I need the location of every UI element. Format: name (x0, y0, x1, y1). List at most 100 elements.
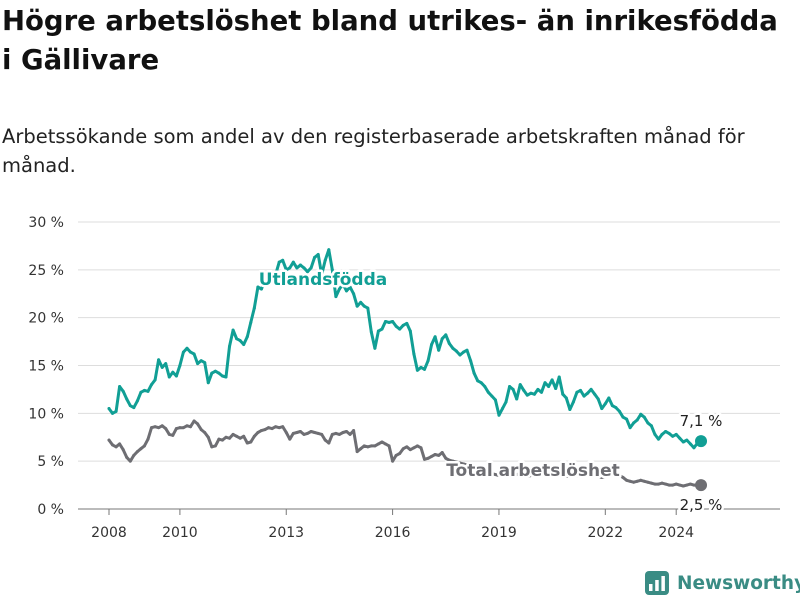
data-point (603, 402, 607, 406)
data-point (437, 348, 441, 352)
data-point (398, 327, 402, 331)
data-point (330, 268, 334, 272)
data-point (536, 472, 540, 476)
data-point (479, 381, 483, 385)
data-point (256, 285, 260, 289)
data-point (412, 352, 416, 356)
data-point (291, 431, 295, 435)
data-point (323, 258, 327, 262)
data-point (263, 279, 267, 283)
data-point (373, 444, 377, 448)
data-point (228, 344, 232, 348)
data-point (281, 258, 285, 262)
data-point (639, 412, 643, 416)
data-point (554, 474, 558, 478)
data-point (614, 406, 618, 410)
data-point (614, 473, 618, 477)
data-point (430, 454, 434, 458)
data-point (231, 328, 235, 332)
data-point (203, 361, 207, 365)
data-point (376, 442, 380, 446)
data-point (582, 474, 586, 478)
data-point (529, 391, 533, 395)
data-point (476, 468, 480, 472)
data-point (522, 388, 526, 392)
data-point (114, 409, 118, 413)
data-point (462, 350, 465, 354)
data-point (128, 404, 132, 408)
data-point (242, 434, 246, 438)
data-point (692, 446, 696, 450)
data-point (192, 352, 196, 356)
data-point (447, 341, 451, 345)
data-point (309, 266, 313, 270)
data-point (486, 471, 490, 475)
data-point (628, 479, 632, 483)
data-point (185, 424, 189, 428)
data-point (408, 448, 412, 452)
data-point (153, 425, 157, 429)
data-point (157, 358, 161, 362)
data-point (366, 445, 370, 449)
data-point (532, 392, 536, 396)
data-point (118, 385, 122, 389)
data-point (313, 430, 317, 434)
data-point (387, 320, 391, 324)
data-point (270, 427, 274, 431)
data-point (451, 459, 455, 463)
data-point (522, 474, 526, 478)
data-point (387, 444, 391, 448)
data-point (575, 474, 579, 478)
data-point (639, 478, 643, 482)
data-point (189, 425, 193, 429)
data-point (525, 393, 529, 397)
data-point (550, 473, 554, 477)
data-point (206, 381, 210, 385)
bar-chart-logo-icon (645, 571, 669, 595)
data-point (171, 370, 175, 374)
data-point (667, 483, 671, 487)
data-point (671, 434, 675, 438)
x-tick-label: 2010 (162, 525, 198, 541)
data-point (479, 469, 483, 473)
data-point (490, 394, 494, 398)
y-tick-label: 30 % (28, 215, 64, 231)
data-point (362, 304, 366, 308)
data-point (632, 421, 636, 425)
y-tick-label: 15 % (28, 359, 64, 375)
data-point (685, 438, 689, 442)
data-point (554, 386, 558, 390)
data-point (525, 474, 529, 478)
data-point (274, 273, 278, 277)
data-point (433, 335, 437, 339)
data-point (178, 426, 182, 430)
data-point (610, 404, 614, 408)
data-point (504, 472, 508, 476)
data-point (174, 427, 178, 431)
data-point (181, 350, 185, 354)
data-point (649, 424, 653, 428)
data-point (313, 255, 317, 259)
data-point (412, 446, 416, 450)
data-point (146, 389, 150, 393)
data-point (309, 430, 313, 434)
data-point (610, 472, 614, 476)
data-point (500, 407, 504, 411)
data-point (483, 385, 487, 389)
y-tick-label: 0 % (37, 502, 64, 518)
data-point (571, 473, 575, 477)
data-point (589, 387, 593, 391)
data-point (348, 285, 352, 289)
data-point (125, 397, 129, 401)
data-point (352, 429, 356, 433)
data-point (678, 436, 682, 440)
data-point (681, 440, 685, 444)
data-point (291, 260, 295, 264)
data-point (621, 415, 625, 419)
y-tick-label: 5 % (37, 454, 64, 470)
data-point (302, 432, 306, 436)
data-point (642, 415, 646, 419)
data-point (277, 260, 281, 264)
data-point (160, 424, 164, 428)
data-point (306, 431, 310, 435)
